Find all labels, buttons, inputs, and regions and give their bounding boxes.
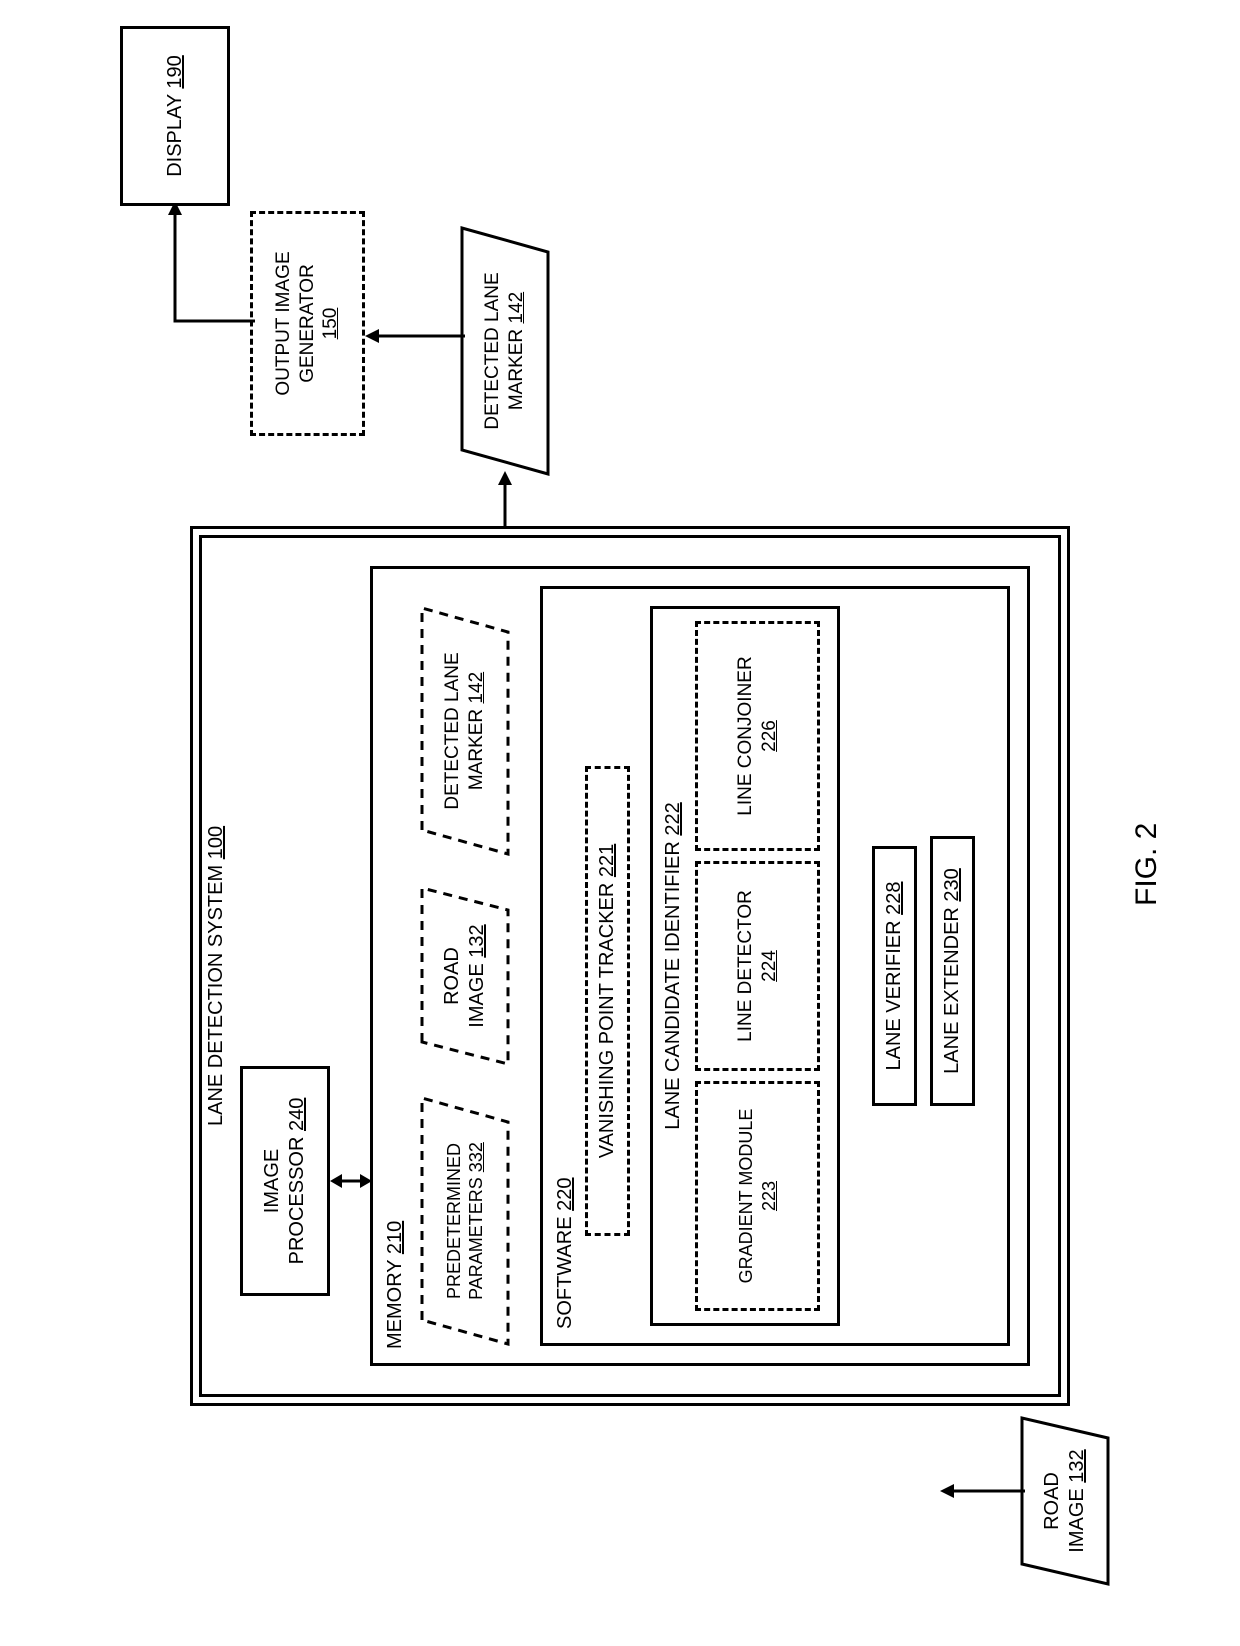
- node-output-gen: OUTPUT IMAGE GENERATOR 150: [250, 211, 365, 436]
- node-label: LANE EXTENDER 230: [940, 868, 965, 1074]
- node-label: MARKER 142: [505, 272, 529, 429]
- node-label: IMAGE 132: [1065, 1449, 1090, 1552]
- node-image-processor: IMAGE PROCESSOR 240: [240, 1066, 330, 1296]
- node-road-image-in: ROAD IMAGE 132: [1020, 1416, 1110, 1586]
- node-vpt: VANISHING POINT TRACKER 221: [585, 766, 630, 1236]
- node-label: IMAGE 132: [465, 924, 490, 1027]
- node-label: LINE CONJOINER: [734, 656, 758, 815]
- node-predet-params: PREDETERMINED PARAMETERS 332: [420, 1096, 510, 1346]
- node-label: DETECTED LANE: [481, 272, 505, 429]
- node-line-conjoiner: LINE CONJOINER 226: [695, 621, 820, 851]
- node-label: IMAGE: [260, 1149, 285, 1213]
- node-ref: 150: [319, 308, 343, 340]
- node-label: DETECTED LANE: [441, 652, 465, 809]
- node-road-image-mem: ROAD IMAGE 132: [420, 886, 510, 1066]
- node-ref: 224: [758, 950, 782, 982]
- edge-roadimg-to-system: [940, 1481, 1025, 1501]
- node-label: ROAD: [440, 924, 465, 1027]
- edge-detected-to-outputgen: [365, 326, 465, 346]
- node-label: VANISHING POINT TRACKER 221: [595, 844, 620, 1159]
- node-label: GRADIENT MODULE: [735, 1109, 758, 1284]
- edge-proc-memory: [330, 1171, 372, 1191]
- node-label: SOFTWARE 220: [553, 1177, 578, 1329]
- node-label: PROCESSOR 240: [285, 1098, 310, 1265]
- node-lane-verifier: LANE VERIFIER 228: [872, 846, 917, 1106]
- node-lane-extender: LANE EXTENDER 230: [930, 836, 975, 1106]
- node-label: LANE VERIFIER 228: [882, 882, 907, 1071]
- node-label: GENERATOR: [296, 264, 320, 383]
- node-detected-mem: DETECTED LANE MARKER 142: [420, 606, 510, 856]
- node-ref: 223: [758, 1181, 781, 1211]
- edge-outputgen-to-display: [165, 201, 255, 331]
- node-line-detector: LINE DETECTOR 224: [695, 861, 820, 1071]
- node-label: LANE CANDIDATE IDENTIFIER 222: [661, 802, 686, 1130]
- diagram-canvas: ROAD IMAGE 132 LANE DETECTION SYSTEM 100…: [0, 0, 1240, 1646]
- node-label: MEMORY 210: [383, 1221, 408, 1349]
- node-ref: 226: [758, 720, 782, 752]
- node-label: OUTPUT IMAGE: [272, 251, 296, 395]
- node-label: MARKER 142: [465, 652, 489, 809]
- node-label: ROAD: [1040, 1449, 1065, 1552]
- node-label: LINE DETECTOR: [734, 890, 758, 1042]
- figure-label: FIG. 2: [1130, 823, 1164, 906]
- system-title: LANE DETECTION SYSTEM 100: [204, 826, 229, 1126]
- node-detected-out: DETECTED LANE MARKER 142: [460, 226, 550, 476]
- node-label: PARAMETERS 332: [465, 1142, 488, 1300]
- edge-system-to-detected: [495, 471, 515, 526]
- node-label: DISPLAY 190: [163, 55, 188, 177]
- node-display: DISPLAY 190: [120, 26, 230, 206]
- node-gradient: GRADIENT MODULE 223: [695, 1081, 820, 1311]
- node-label: PREDETERMINED: [443, 1142, 466, 1300]
